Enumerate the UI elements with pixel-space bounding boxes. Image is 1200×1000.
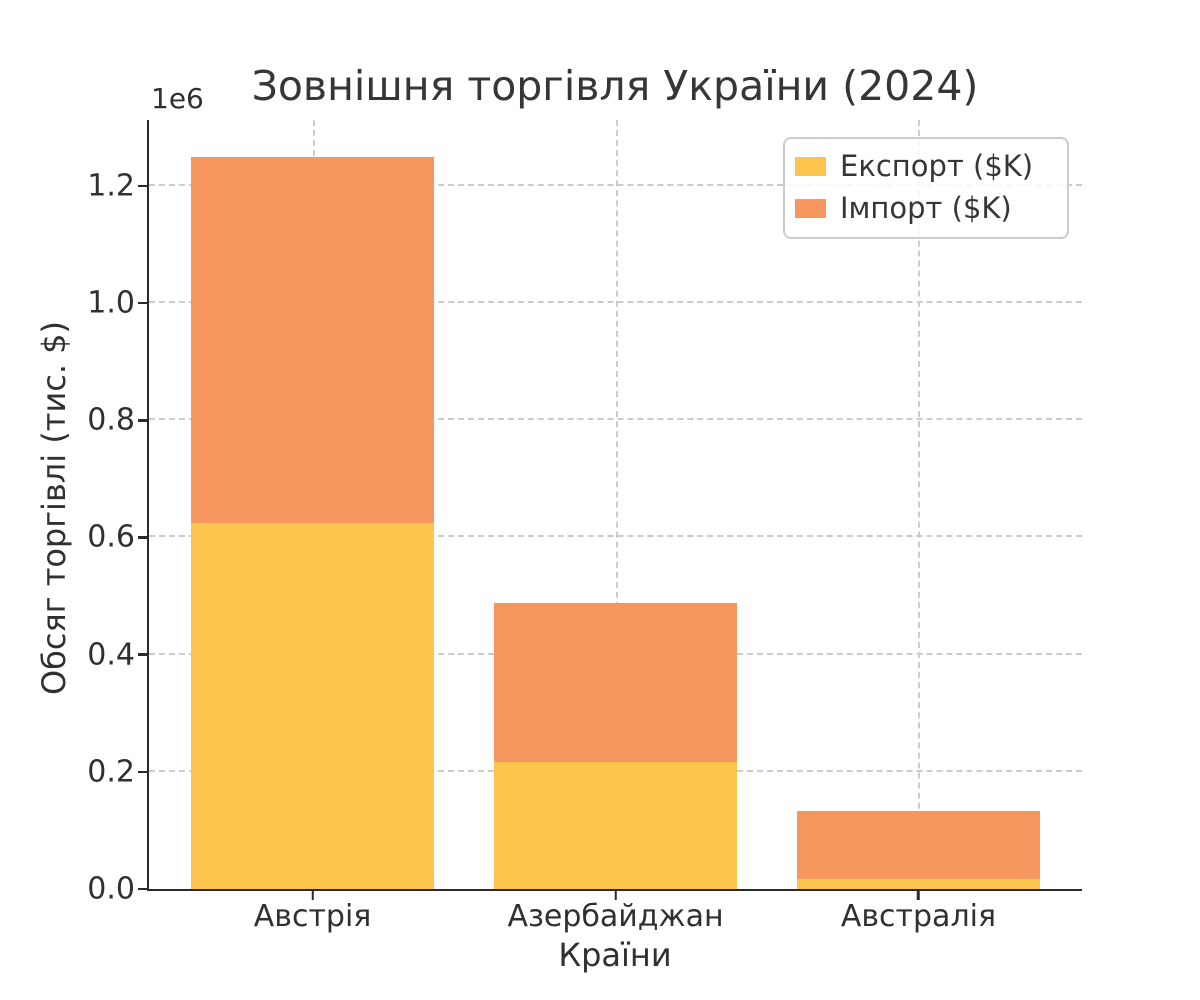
bar-segment-export <box>494 761 737 889</box>
bar-segment-import <box>191 156 434 523</box>
legend: Експорт ($K) Імпорт ($K) <box>783 137 1069 239</box>
legend-label: Імпорт ($K) <box>840 191 1012 225</box>
y-tick-label: 1.0 <box>87 285 135 321</box>
y-tick-mark <box>138 536 147 539</box>
y-tick-label: 0.6 <box>87 519 135 555</box>
plot-area: 0.0 0.2 0.4 0.6 0.8 1.0 1.2 Австрія Азербайджан А… <box>87 120 1082 934</box>
chart-title: Зовнішня торгівля України (2024) <box>251 62 979 110</box>
y-tick-mark <box>138 887 147 891</box>
legend-swatch-icon <box>795 156 826 176</box>
bar-group-3 <box>797 120 1040 889</box>
x-tick-mark <box>614 891 617 900</box>
x-tick-label: Азербайджан <box>507 899 724 934</box>
y-tick-label: 0.8 <box>87 402 135 438</box>
bar-group-2 <box>494 120 737 889</box>
x-tick-mark <box>311 891 314 900</box>
y-tick-label: 0.0 <box>87 871 135 907</box>
bar-segment-import <box>494 602 737 762</box>
x-tick-label: Австралія <box>840 899 996 934</box>
y-tick-label: 1.2 <box>87 168 135 204</box>
bar-segment-export <box>191 522 434 889</box>
legend-item: Імпорт ($K) <box>795 191 1055 225</box>
x-axis-label: Країни <box>558 936 672 974</box>
y-axis-offset-label: 1e6 <box>151 82 204 115</box>
y-axis-label: Обсяг торгівлі (тис. $) <box>35 320 73 696</box>
y-tick-label: 0.4 <box>87 637 135 673</box>
bar-segment-import <box>797 811 1040 880</box>
y-tick-mark <box>138 301 147 305</box>
y-tick-mark <box>138 653 147 656</box>
x-tick-mark <box>917 891 920 900</box>
y-tick-mark <box>138 419 147 422</box>
legend-swatch-icon <box>795 198 826 218</box>
x-tick-label: Австрія <box>253 899 372 934</box>
y-tick-mark <box>138 770 147 774</box>
v-gridline <box>615 120 618 889</box>
bar-group-1 <box>191 120 434 889</box>
bar-segment-export <box>797 879 1040 889</box>
legend-label: Експорт ($K) <box>840 149 1034 183</box>
v-gridline <box>918 120 921 889</box>
legend-item: Експорт ($K) <box>795 149 1055 183</box>
y-tick-label: 0.2 <box>87 754 135 790</box>
y-tick-mark <box>138 184 147 188</box>
